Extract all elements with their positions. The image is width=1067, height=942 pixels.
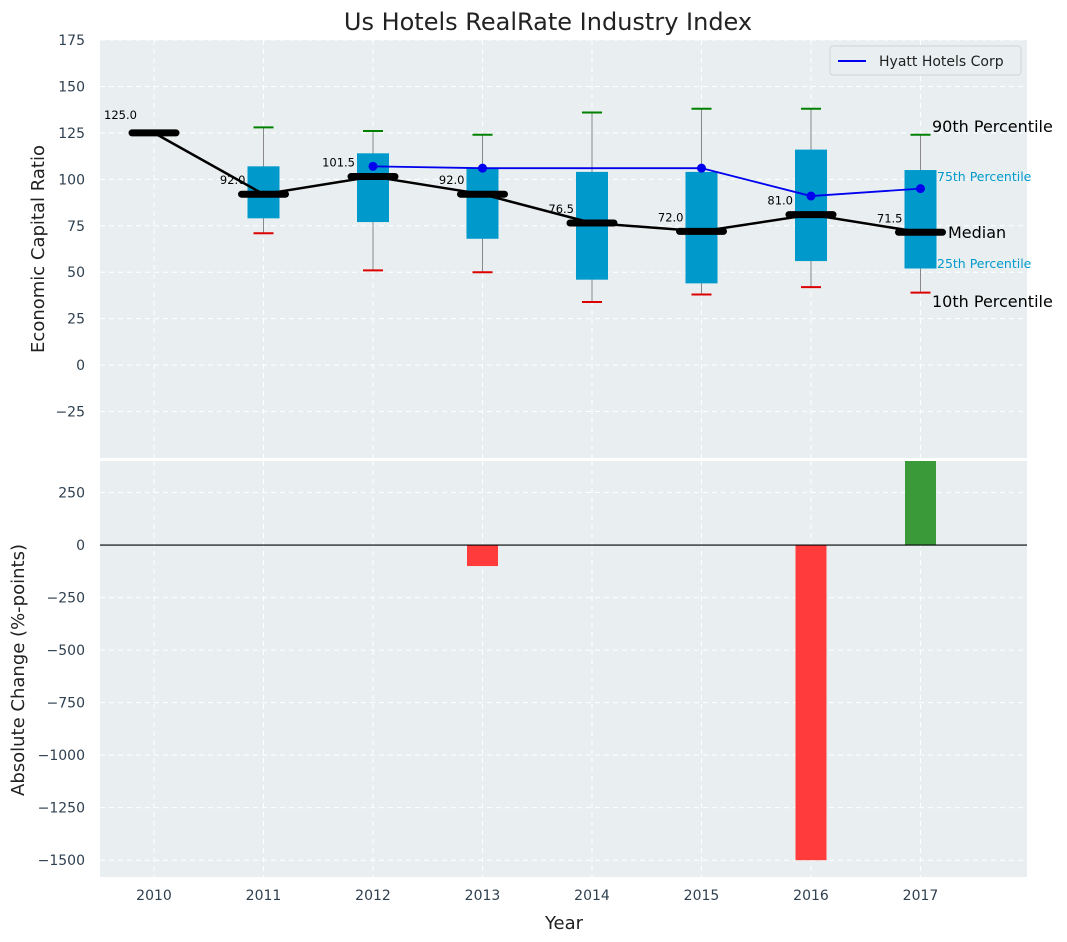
x-tick-label: 2013 [465, 888, 501, 904]
box-2012 [347, 130, 399, 272]
series-point-hyatt [697, 163, 706, 173]
top-y-tick-label: 75 [67, 219, 85, 235]
legend: Hyatt Hotels Corp [829, 45, 1022, 76]
median-value-label: 72.0 [658, 210, 684, 224]
top-y-tick-label: 175 [58, 33, 85, 49]
top-y-tick-label: 125 [58, 126, 85, 142]
x-tick-label: 2016 [793, 888, 829, 904]
bottom-panel: −1500 −1250 −1000 −750 −500 −250 0 250 2010 2011… [8, 461, 1027, 934]
series-point-hyatt [478, 163, 487, 173]
box-2011 [238, 126, 289, 235]
median-value-label: 92.0 [439, 173, 465, 187]
bottom-plot-area [100, 461, 1027, 877]
iqr-box [466, 168, 499, 239]
bottom-y-tick-label: −1500 [38, 853, 85, 869]
top-plot-area [100, 40, 1027, 458]
bottom-y-tick-label: −500 [47, 643, 85, 659]
annotation-p25: 25th Percentile [937, 256, 1032, 271]
bottom-y-axis-title: Absolute Change (%-points) [8, 544, 29, 796]
median-value-label: 71.5 [877, 211, 903, 225]
bottom-y-tick-label: −1000 [38, 748, 85, 764]
median-value-label: 101.5 [322, 156, 355, 170]
change-bar-2013 [467, 545, 498, 567]
bottom-y-tick-label: 0 [76, 538, 85, 554]
top-y-tick-label: 100 [58, 172, 85, 188]
box-2017 [895, 133, 946, 294]
legend-box [829, 45, 1022, 76]
series-point-hyatt [916, 184, 925, 194]
iqr-box [795, 149, 827, 262]
change-bar-2017 [905, 461, 936, 546]
x-tick-label: 2014 [574, 888, 610, 904]
iqr-box [685, 171, 718, 284]
median-value-label: 125.0 [104, 108, 137, 122]
x-axis-title: Year [544, 913, 584, 934]
median-value-label: 92.0 [220, 173, 246, 187]
x-tick-label: 2012 [355, 888, 391, 904]
x-tick-label: 2015 [684, 888, 720, 904]
x-ticks: 2010 2011 2012 2013 2014 2015 2016 2017 [136, 888, 938, 904]
change-bar-2016 [795, 545, 827, 861]
percentile-annotations: 90th Percentile 75th Percentile Median 2… [932, 117, 1053, 311]
bottom-y-tick-label: −250 [47, 591, 85, 607]
median-labels: 125.0 92.0 101.5 92.0 76.5 72.0 81.0 71.5 [104, 108, 903, 225]
chart-title: Us Hotels RealRate Industry Index [344, 8, 752, 36]
top-y-tick-label: 0 [76, 358, 85, 374]
median-value-label: 81.0 [767, 194, 793, 208]
top-y-tick-label: 25 [67, 312, 85, 328]
annotation-p75: 75th Percentile [937, 169, 1032, 184]
top-y-tick-label: −25 [55, 405, 85, 421]
x-tick-label: 2010 [136, 888, 172, 904]
box-2016 [785, 107, 837, 289]
bottom-y-ticks: −1500 −1250 −1000 −750 −500 −250 0 250 [38, 486, 85, 870]
x-tick-label: 2011 [246, 888, 282, 904]
median-value-label: 76.5 [548, 202, 574, 216]
legend-label-hyatt: Hyatt Hotels Corp [879, 54, 1004, 70]
annotation-p10: 10th Percentile [932, 292, 1053, 311]
top-y-tick-label: 150 [58, 79, 85, 95]
top-y-tick-label: 50 [67, 265, 85, 281]
top-y-axis-title: Economic Capital Ratio [28, 145, 49, 353]
x-tick-label: 2017 [903, 888, 939, 904]
series-point-hyatt [368, 161, 378, 171]
median-line-group [153, 131, 921, 234]
top-panel: −25 0 25 50 75 100 125 150 175 125.0 92.0 101.5 92.… [28, 8, 1053, 458]
top-y-ticks: −25 0 25 50 75 100 125 150 175 [55, 33, 85, 421]
series-point-hyatt [806, 191, 816, 201]
hyatt-series-group [368, 161, 925, 201]
bottom-y-tick-label: −1250 [38, 801, 85, 817]
annotation-p90: 90th Percentile [932, 117, 1053, 136]
change-bars [467, 461, 936, 861]
annotation-median: Median [948, 223, 1006, 242]
median-line [153, 131, 921, 234]
bottom-y-tick-label: −750 [47, 696, 85, 712]
bottom-y-tick-label: 250 [58, 486, 85, 502]
